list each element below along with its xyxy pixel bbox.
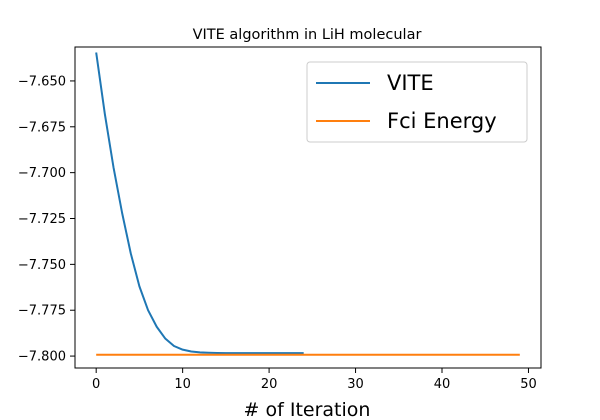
x-tick-label: 40 xyxy=(434,377,451,392)
y-tick-label: −7.675 xyxy=(18,120,66,135)
chart-title: VITE algorithm in LiH molecular xyxy=(193,27,422,43)
y-tick-label: −7.650 xyxy=(18,74,66,89)
legend-label: VITE xyxy=(387,71,434,95)
x-tick-label: 10 xyxy=(174,377,191,392)
plot-frame xyxy=(74,46,542,369)
y-tick-label: −7.700 xyxy=(18,166,66,181)
series-layer xyxy=(95,52,520,356)
y-tick-label: −7.725 xyxy=(18,212,66,227)
y-tick-label: −7.750 xyxy=(18,258,66,273)
x-tick-label: 20 xyxy=(261,377,278,392)
x-tick-label: 50 xyxy=(520,377,537,392)
x-axis-label: # of Iteration xyxy=(244,399,371,420)
legend: VITE Fci Energy xyxy=(306,61,528,143)
x-tick-label: 0 xyxy=(92,377,100,392)
x-axis-ticks: 0 10 20 30 40 50 xyxy=(92,368,537,392)
series-line-vite xyxy=(95,52,304,355)
y-axis-ticks: −7.800 −7.775 −7.750 −7.725 −7.700 −7.675 −7.6… xyxy=(18,74,75,365)
legend-label: Fci Energy xyxy=(387,109,497,133)
y-tick-label: −7.800 xyxy=(18,350,66,365)
x-tick-label: 30 xyxy=(347,377,364,392)
y-tick-label: −7.775 xyxy=(18,304,66,319)
